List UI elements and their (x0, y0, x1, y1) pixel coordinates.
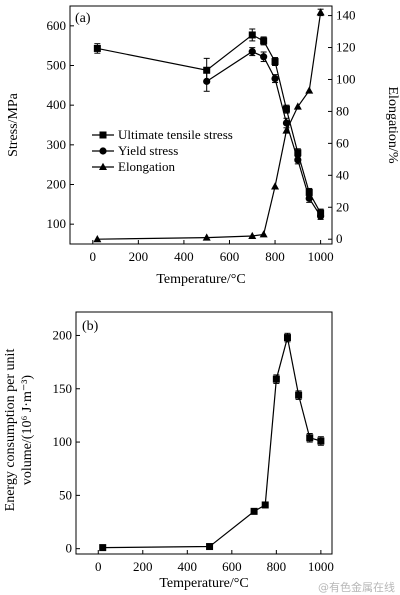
a-series-0-point (203, 66, 211, 74)
a-series-1-point (248, 48, 256, 56)
a-series-2-point (293, 102, 302, 110)
a-y-tick-label: 200 (47, 177, 67, 192)
b-series-0-point (261, 501, 269, 509)
y-ticks-b: 0 50 100 150 200 (53, 327, 80, 556)
panel-b-chart: (b) 0 200 400 600 800 1000 0 50 100 150 200 Tempe… (3, 311, 334, 591)
a-x-tick-label: 200 (129, 249, 149, 264)
panel-label-a: (a) (75, 11, 91, 26)
a-series-2-point (248, 231, 257, 240)
a-y2-tick-label: 100 (336, 71, 356, 86)
a-series-1-point (305, 194, 313, 202)
a-x-tick-label: 800 (265, 249, 285, 264)
a-y-tick-label: 100 (47, 216, 67, 231)
a-y-tick-label: 400 (47, 97, 67, 112)
a-y2-tick-label: 60 (336, 135, 349, 150)
a-series-0-point (305, 188, 313, 196)
a-series-0-point (271, 58, 279, 66)
a-y2-tick-label: 80 (336, 103, 349, 118)
legend-marker-0 (99, 131, 107, 139)
b-x-tick-label: 200 (133, 559, 153, 574)
b-x-tick-label: 600 (222, 559, 242, 574)
a-x-tick-label: 1000 (308, 249, 334, 264)
a-series-0-point (93, 44, 101, 52)
b-y-tick-label: 150 (53, 381, 73, 396)
y-axis-label-b-line2: volume/(10⁶ J·m⁻³) (20, 375, 35, 486)
a-y2-tick-label: 20 (336, 199, 349, 214)
legend-label-0: Ultimate tensile stress (118, 127, 233, 142)
series-b (99, 332, 325, 552)
a-x-tick-label: 0 (90, 249, 97, 264)
b-x-tick-label: 400 (178, 559, 198, 574)
b-y-tick-label: 200 (53, 327, 73, 342)
a-series-2-point (271, 182, 280, 190)
y-axis-label-a: Stress/MPa (6, 92, 21, 157)
b-series-0-point (317, 437, 325, 445)
legend-marker-2 (99, 162, 107, 170)
b-series-0-point (295, 391, 303, 399)
a-x-tick-label: 400 (174, 249, 194, 264)
a-series-1-point (260, 53, 268, 61)
b-series-0-point (283, 334, 291, 342)
plot-frame-a (69, 5, 333, 245)
b-x-tick-label: 0 (95, 559, 102, 574)
b-series-0-point (250, 507, 258, 515)
a-series-1-point (282, 119, 291, 127)
a-y-tick-label: 500 (47, 58, 67, 73)
y-axis-label-b-line1: Energy consumption per unit (3, 349, 18, 512)
series-a (93, 8, 325, 243)
a-series-1-point (294, 156, 302, 164)
panel-a-chart: (a) 0 200 400 600 800 1000 100200300400500600… (6, 5, 400, 287)
b-series-0-point (272, 375, 280, 383)
legend-label-2: Elongation (118, 159, 176, 174)
b-x-tick-label: 800 (267, 559, 287, 574)
legend-marker-1 (99, 147, 107, 155)
a-y-tick-label: 600 (47, 18, 67, 33)
b-x-tick-label: 1000 (308, 559, 334, 574)
x-ticks-b: 0 200 400 600 800 1000 (95, 550, 334, 574)
a-series-0-point (260, 37, 268, 45)
a-series-1-point (203, 77, 211, 85)
y-ticks-a: 100 200 300 400 500 600 (47, 18, 74, 231)
a-y2-tick-label: 40 (336, 167, 349, 182)
a-series-2-point (305, 86, 314, 94)
y2-axis-label-a: Elongation/% (385, 87, 400, 164)
b-series-0-point (99, 544, 107, 552)
a-series-2-point (202, 233, 211, 241)
a-series-2-point (259, 230, 268, 238)
a-series-0-point (248, 31, 256, 39)
b-series-0-point (306, 434, 314, 442)
x-axis-label-a: Temperature/°C (156, 272, 245, 287)
legend-label-1: Yield stress (118, 143, 178, 158)
a-y-tick-label: 300 (47, 137, 67, 152)
b-series-0-line (102, 337, 322, 549)
b-y-tick-label: 100 (53, 434, 73, 449)
a-series-1-point (271, 74, 279, 83)
a-x-tick-label: 600 (220, 249, 240, 264)
x-axis-label-b: Temperature/°C (159, 576, 248, 591)
a-series-0-point (282, 105, 290, 113)
a-y2-tick-label: 0 (336, 231, 343, 246)
a-series-2-point (282, 126, 291, 134)
watermark-text: @有色金属在线 (318, 580, 395, 594)
x-ticks-a: 0 200 400 600 800 1000 (90, 240, 334, 264)
a-series-2-point (93, 235, 102, 243)
y2-ticks-a: 0 20 40 60 80 100 120 140 (328, 8, 356, 246)
a-y2-tick-label: 120 (336, 40, 356, 55)
panel-label-b: (b) (82, 319, 99, 334)
a-series-0-point (294, 149, 302, 157)
b-series-0-point (206, 543, 214, 551)
a-y2-tick-label: 140 (336, 8, 356, 23)
plot-frame-b (75, 311, 333, 555)
a-series-1-point (317, 212, 325, 220)
a-series-2-point (316, 8, 325, 16)
b-y-tick-label: 0 (66, 541, 73, 556)
b-y-tick-label: 50 (59, 487, 72, 502)
